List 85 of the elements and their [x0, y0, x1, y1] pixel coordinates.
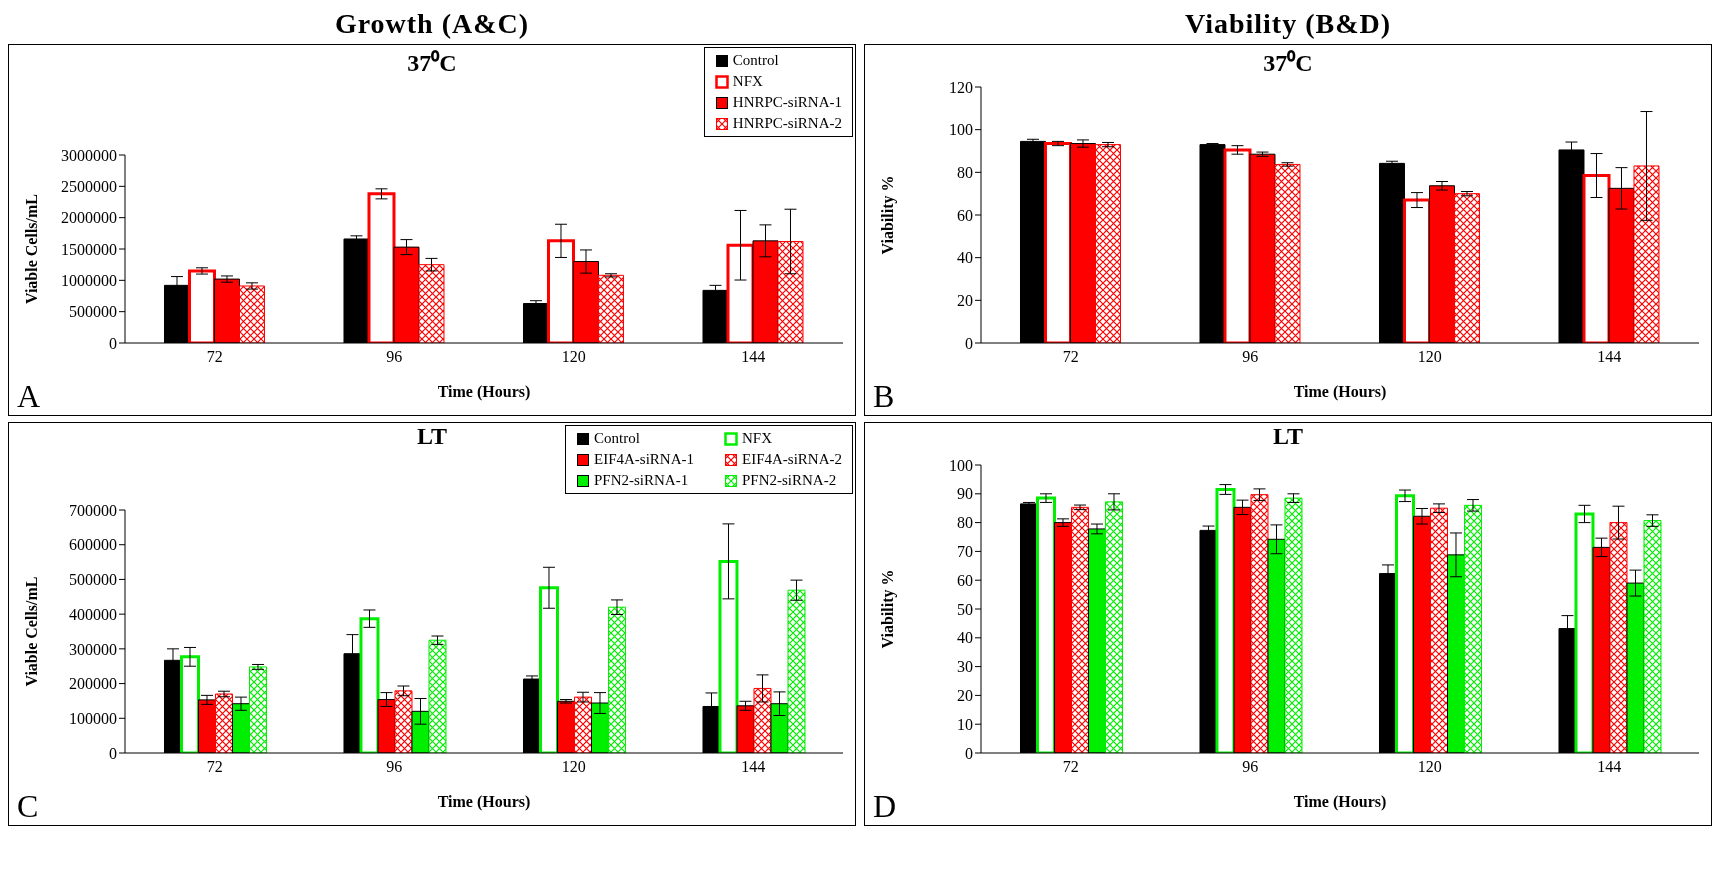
y-tick-label: 0: [965, 744, 973, 762]
y-tick-label: 200000: [69, 675, 117, 693]
y-tick-label: 2500000: [61, 178, 117, 196]
y-tick-label: 70: [957, 543, 973, 561]
text: C: [17, 788, 39, 825]
y-tick-label: 2000000: [61, 209, 117, 227]
bar: [1215, 487, 1236, 753]
y-tick-label: 700000: [69, 501, 117, 519]
legend-label: Control: [732, 52, 779, 69]
legend-label: PFN2-siRNA-1: [594, 472, 689, 489]
x-tick-label: 120: [561, 758, 586, 776]
y-tick-label: 600000: [69, 536, 117, 554]
y-tick-label: 50: [957, 600, 973, 618]
bar: [1574, 512, 1595, 753]
x-tick-label: 120: [1417, 348, 1442, 366]
y-axis-title: Viability %: [878, 175, 897, 255]
x-tick-label: 72: [206, 758, 223, 776]
y-tick-label: 0: [109, 744, 117, 762]
y-tick-label: 100: [949, 121, 973, 139]
chart-subtitle: 37⁰C: [1262, 49, 1314, 78]
bar: [538, 586, 559, 753]
y-tick-label: 1000000: [61, 272, 117, 290]
x-tick-label: 96: [386, 348, 403, 366]
chart-title: Viability (B&D): [1183, 8, 1393, 41]
x-axis-title: Time (Hours): [437, 383, 531, 401]
y-tick-label: 500000: [69, 571, 117, 589]
chart-subtitle: LT: [417, 423, 447, 449]
bar: [359, 617, 380, 753]
y-tick-label: 120: [949, 78, 973, 96]
bar: [718, 559, 739, 753]
legend-label: EIF4A-siRNA-1: [594, 451, 694, 468]
bar: [1394, 494, 1415, 753]
y-tick-label: 60: [957, 206, 973, 224]
x-tick-label: 72: [1062, 758, 1079, 776]
x-tick-label: 144: [741, 758, 766, 776]
y-tick-label: 3000000: [61, 146, 117, 164]
legend-label: Control: [594, 430, 640, 447]
bar: [1035, 496, 1056, 753]
x-tick-label: 96: [386, 758, 403, 776]
x-tick-label: 120: [1417, 758, 1442, 776]
y-tick-label: 20: [957, 687, 973, 705]
text: A: [17, 378, 41, 415]
y-axis-title: Viability %: [878, 569, 897, 649]
y-tick-label: 500000: [69, 303, 117, 321]
y-tick-label: 40: [957, 249, 973, 267]
y-tick-label: 60: [957, 571, 973, 589]
y-tick-label: 20: [957, 292, 973, 310]
x-tick-label: 120: [561, 348, 586, 366]
legend-label: NFX: [742, 430, 773, 447]
x-axis-title: Time (Hours): [1293, 793, 1387, 811]
legend-label: HNRPC-siRNA-1: [732, 94, 842, 111]
x-tick-label: 144: [1597, 348, 1622, 366]
x-tick-label: 72: [206, 348, 223, 366]
x-axis-title: Time (Hours): [1293, 383, 1387, 401]
y-tick-label: 100000: [69, 709, 117, 727]
y-tick-label: 90: [957, 485, 973, 503]
legend-label: EIF4A-siRNA-2: [742, 451, 842, 468]
chart-subtitle: LT: [1272, 423, 1304, 450]
y-tick-label: 0: [109, 334, 117, 352]
legend-label: NFX: [732, 73, 763, 90]
y-tick-label: 400000: [69, 605, 117, 623]
y-tick-label: 100: [949, 456, 973, 474]
y-tick-label: 80: [957, 514, 973, 532]
y-axis-title: Viable Cells/mL: [22, 193, 40, 305]
y-axis-title: Viable Cells/mL: [22, 576, 40, 687]
x-tick-label: 72: [1062, 348, 1079, 366]
x-tick-label: 144: [1597, 758, 1622, 776]
chart-title: Growth (A&C): [333, 8, 531, 41]
y-tick-label: 1500000: [61, 240, 117, 258]
legend-label: HNRPC-siRNA-2: [732, 115, 842, 132]
legend-label: PFN2-siRNA-2: [742, 472, 837, 489]
y-tick-label: 40: [957, 629, 973, 647]
y-tick-label: 10: [957, 715, 973, 733]
text: B: [873, 378, 895, 415]
y-tick-label: 0: [965, 334, 973, 352]
text: D: [873, 788, 897, 825]
y-tick-label: 80: [957, 164, 973, 182]
bar: [179, 655, 200, 753]
y-tick-label: 300000: [69, 640, 117, 658]
x-tick-label: 96: [1242, 758, 1259, 776]
x-axis-title: Time (Hours): [437, 793, 531, 811]
y-tick-label: 30: [957, 658, 973, 676]
x-tick-label: 96: [1242, 348, 1259, 366]
chart-subtitle: 37⁰C: [407, 50, 457, 76]
x-tick-label: 144: [741, 348, 766, 366]
